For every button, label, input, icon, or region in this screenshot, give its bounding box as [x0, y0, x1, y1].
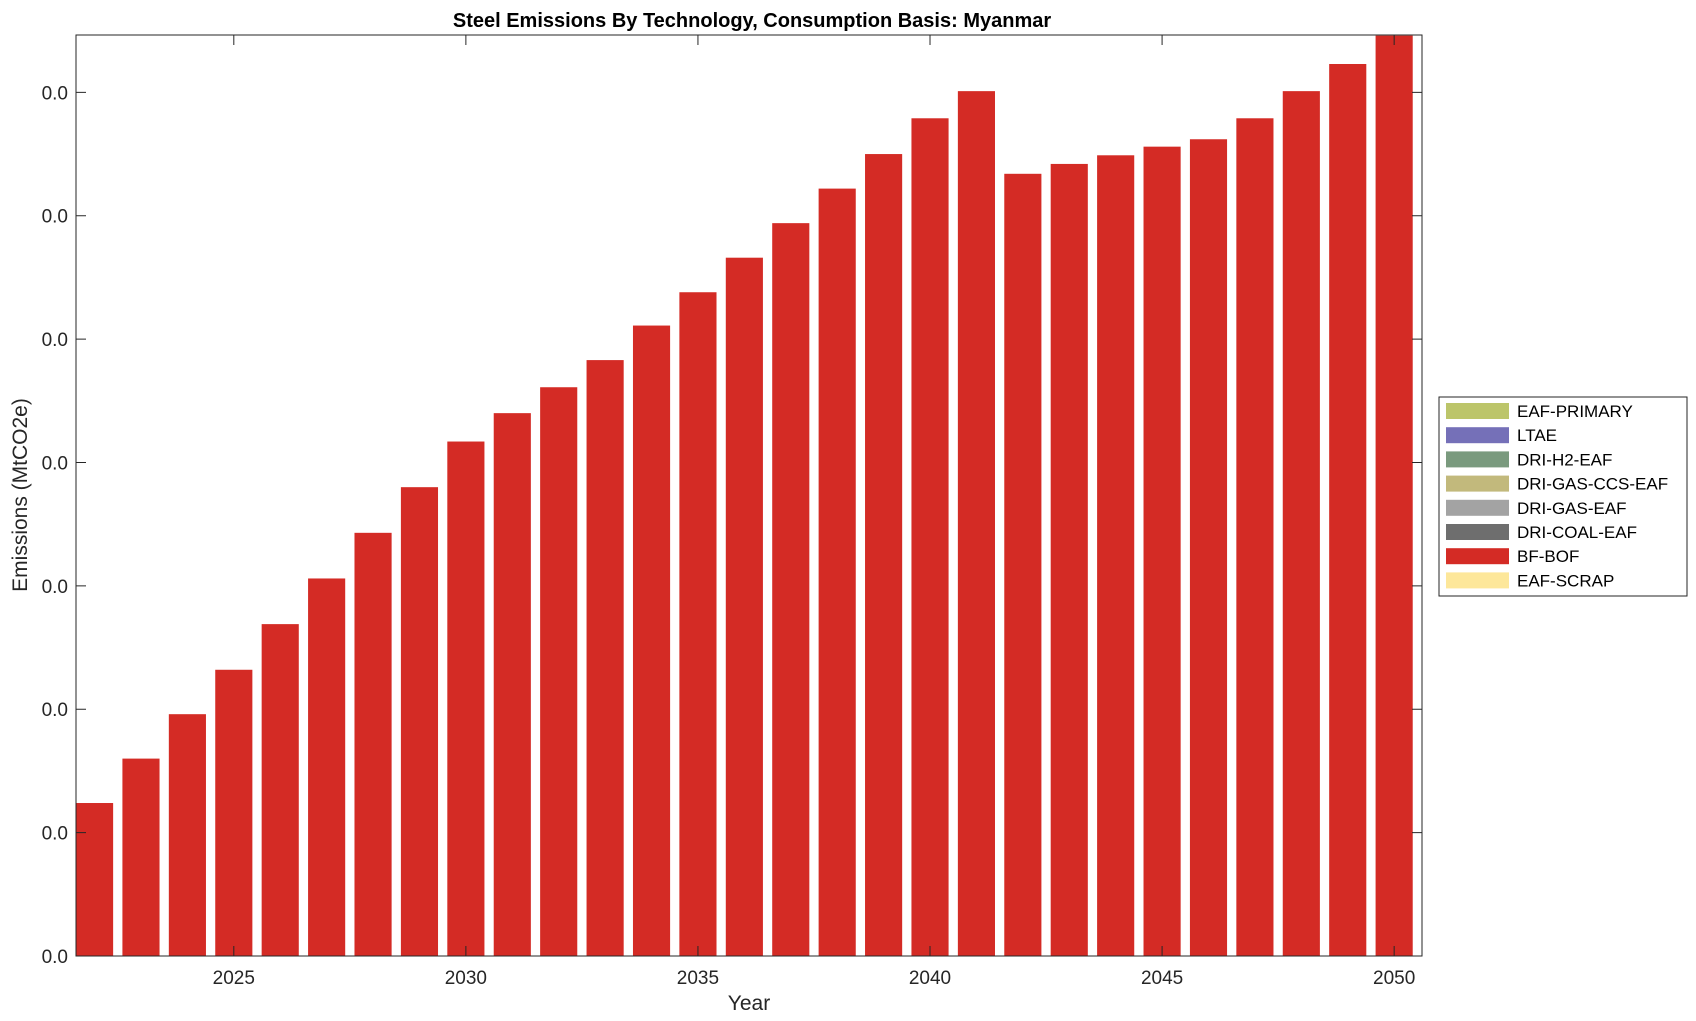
bar-bf-bof-2040 [911, 118, 949, 957]
bar-bf-bof-2028 [354, 532, 392, 956]
legend-swatch-eaf-primary [1446, 403, 1509, 419]
bar-bf-bof-2050 [1375, 35, 1413, 956]
bar-bf-bof-2039 [865, 154, 903, 956]
bar-bf-bof-2045 [1143, 146, 1181, 957]
x-axis-label: Year [728, 992, 770, 1015]
bar-bf-bof-2031 [493, 413, 531, 956]
y-tick-label: 0.0 [42, 453, 68, 474]
plot-frame [75, 34, 1423, 957]
x-axis-ticks: 2025 2030 2035 2040 2045 2050 [213, 35, 1415, 989]
bar-bf-bof-2042 [1004, 173, 1042, 956]
legend-label-dri-coal-eaf: DRI-COAL-EAF [1517, 523, 1637, 542]
bar-bf-bof-2036 [725, 257, 763, 956]
x-tick-label: 2040 [909, 968, 951, 989]
legend-label-dri-gas-eaf: DRI-GAS-EAF [1517, 499, 1627, 518]
legend-label-bf-bof: BF-BOF [1517, 547, 1579, 566]
y-tick-label: 0.0 [42, 947, 68, 968]
bar-bf-bof-2032 [540, 387, 578, 956]
legend-label-dri-gas-ccs-eaf: DRI-GAS-CCS-EAF [1517, 475, 1668, 494]
bar-bf-bof-2033 [586, 360, 624, 957]
y-tick-label: 0.0 [42, 330, 68, 351]
legend-label-ltae: LTAE [1517, 426, 1557, 445]
legend-label-eaf-primary: EAF-PRIMARY [1517, 402, 1633, 421]
bar-bf-bof-2046 [1189, 139, 1228, 957]
y-tick-label: 0.0 [42, 577, 68, 598]
bar-bf-bof-2037 [772, 223, 810, 957]
legend-label-eaf-scrap: EAF-SCRAP [1517, 571, 1614, 590]
y-tick-label: 0.0 [42, 824, 68, 845]
bar-bf-bof-2049 [1329, 63, 1367, 957]
bar-bf-bof-2026 [261, 624, 299, 956]
legend-swatch-eaf-scrap [1446, 572, 1509, 589]
bar-bf-bof-2027 [308, 578, 346, 956]
chart-title: Steel Emissions By Technology, Consumpti… [453, 10, 1051, 32]
legend-swatch-dri-gas-eaf [1446, 499, 1509, 516]
y-tick-label: 0.0 [42, 700, 68, 721]
y-axis-label: Emissions (MtCO2e) [9, 398, 32, 592]
y-axis-ticks: 0.0 0.0 0.0 0.0 0.0 0.0 0.0 0.0 [42, 83, 1422, 968]
x-tick-label: 2030 [445, 968, 487, 989]
bar-bf-bof-2047 [1236, 118, 1274, 957]
legend-swatch-bf-bof [1446, 548, 1509, 565]
bar-bf-bof-2048 [1282, 91, 1320, 956]
x-tick-label: 2035 [677, 968, 719, 989]
x-tick-label: 2050 [1373, 968, 1415, 989]
bar-bf-bof-2041 [957, 91, 995, 956]
legend-swatch-dri-coal-eaf [1446, 524, 1509, 540]
bar-bf-bof-2038 [818, 188, 856, 957]
bar-bf-bof-2022 [76, 803, 114, 956]
legend-swatch-dri-gas-ccs-eaf [1446, 475, 1509, 492]
legend-label-dri-h2-eaf: DRI-H2-EAF [1517, 450, 1612, 469]
y-tick-label: 0.0 [42, 83, 68, 104]
bar-bf-bof-2029 [400, 487, 439, 956]
bar-bf-bof-2035 [679, 292, 717, 957]
bar-bf-bof-2044 [1097, 155, 1135, 956]
bar-bf-bof-2030 [447, 441, 485, 957]
bar-bf-bof-2043 [1050, 163, 1088, 956]
bar-bf-bof-2034 [632, 325, 671, 956]
bar-bf-bof-2023 [122, 758, 160, 956]
x-tick-label: 2025 [213, 968, 255, 989]
bars-layer [76, 35, 1413, 957]
x-tick-label: 2045 [1141, 968, 1183, 989]
legend: EAF-PRIMARY LTAE DRI-H2-EAF DRI-GAS-CCS-EAF… [1438, 396, 1688, 597]
legend-swatch-dri-h2-eaf [1446, 451, 1509, 468]
bar-bf-bof-2024 [168, 714, 206, 956]
y-tick-label: 0.0 [42, 207, 68, 228]
legend-swatch-ltae [1446, 427, 1509, 444]
bar-bf-bof-2025 [215, 669, 253, 956]
